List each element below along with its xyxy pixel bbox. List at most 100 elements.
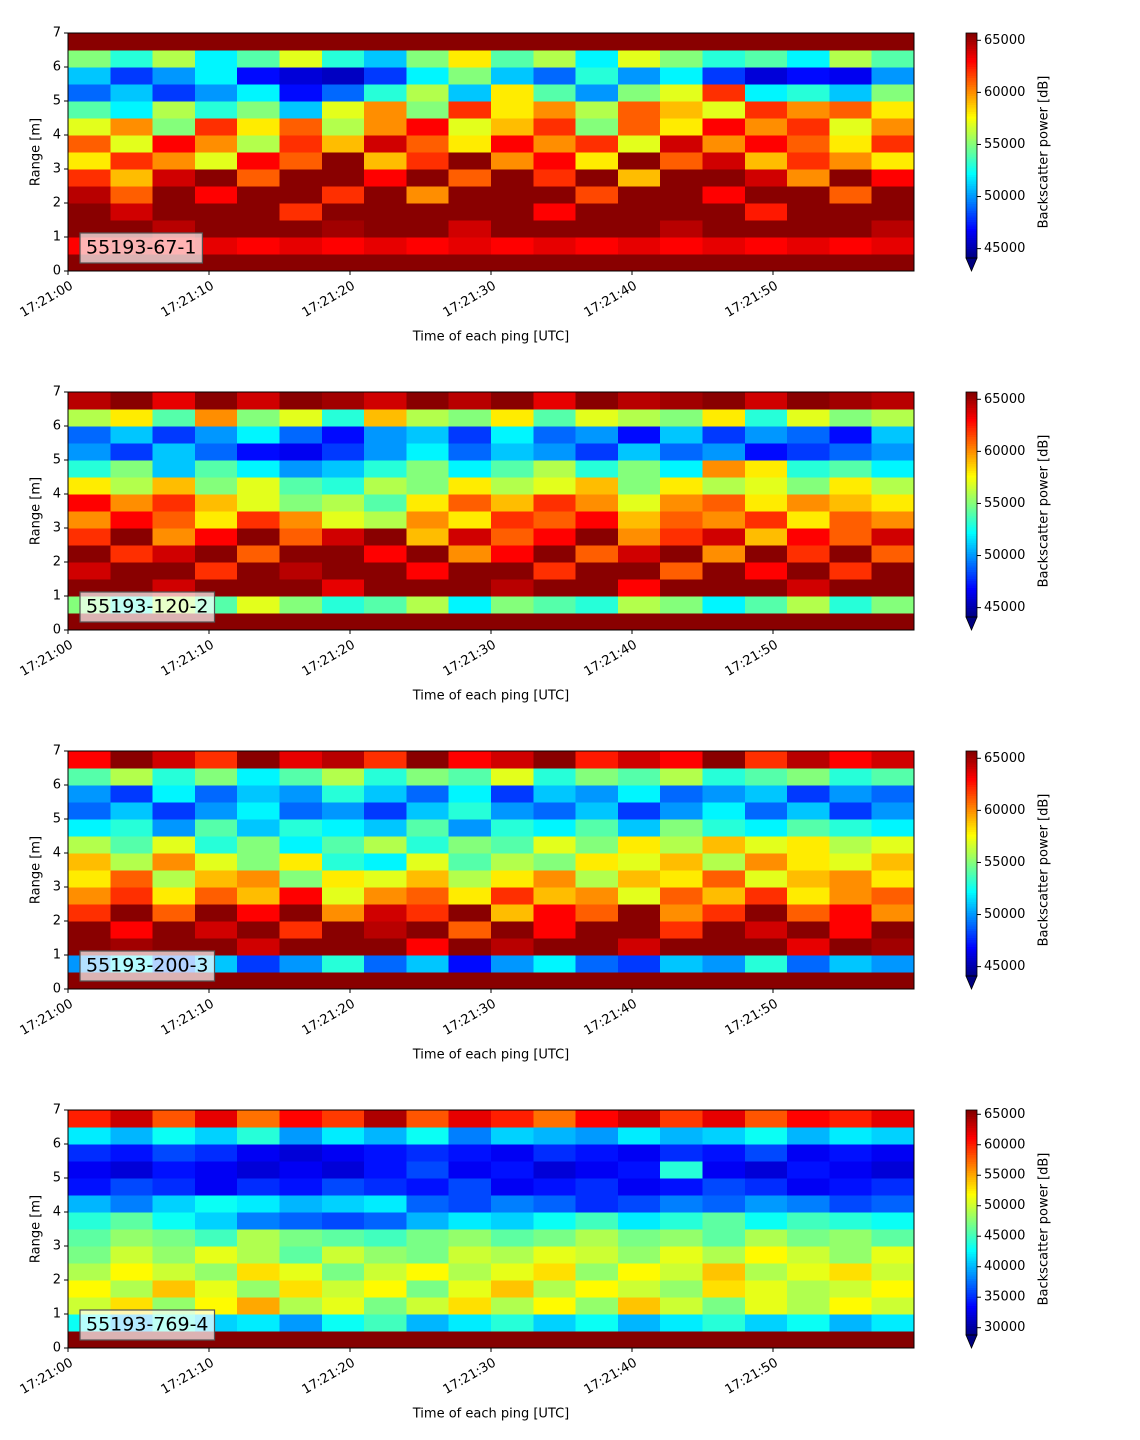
colorbar-step (966, 904, 977, 907)
heatmap-cell (871, 1331, 915, 1349)
heatmap-cell (448, 802, 492, 820)
heatmap-cell (491, 84, 534, 102)
heatmap-cell (829, 494, 873, 512)
heatmap-cell (617, 870, 661, 888)
x-tick-label: 17:21:30 (441, 1356, 499, 1398)
heatmap-cell (406, 426, 450, 444)
heatmap-cell (533, 152, 577, 170)
heatmap-cell (491, 169, 534, 187)
heatmap-cell (660, 443, 703, 461)
heatmap-cell (448, 853, 492, 871)
heatmap-cell (575, 460, 619, 478)
heatmap-cell (871, 955, 915, 973)
x-tick-label: 17:21:20 (300, 638, 358, 680)
y-axis-label: Range [m] (29, 836, 44, 904)
heatmap-cell (194, 186, 238, 204)
heatmap-cell (660, 1161, 703, 1179)
heatmap-cell (364, 494, 407, 512)
heatmap-cell (702, 545, 746, 563)
heatmap-cell (702, 254, 746, 272)
heatmap-cell (617, 1297, 661, 1315)
heatmap-cell (110, 1263, 154, 1281)
annotation: 55193-67-1 (79, 232, 204, 264)
heatmap-cell (660, 152, 703, 170)
heatmap-cell (321, 785, 365, 803)
colorbar-step (966, 152, 977, 155)
heatmap-cell (321, 460, 365, 478)
heatmap-cell (871, 972, 915, 990)
heatmap-cell (660, 169, 703, 187)
y-tick-label: 5 (53, 1171, 61, 1186)
colorbar-step (966, 174, 977, 178)
heatmap-cell (829, 562, 873, 580)
heatmap-cell (575, 853, 619, 871)
heatmap-cell (152, 1246, 196, 1264)
heatmap-cell (787, 443, 830, 461)
heatmap-cell (829, 443, 873, 461)
heatmap-cell (364, 50, 407, 68)
heatmap-cell (871, 203, 915, 221)
heatmap-cell (321, 1229, 365, 1247)
heatmap-cell (829, 819, 873, 837)
colorbar-tick-label: 65000 (984, 751, 1025, 766)
heatmap-cell (871, 1195, 915, 1213)
colorbar-step (966, 33, 977, 36)
heatmap-cell (787, 955, 830, 973)
heatmap-cell (68, 118, 111, 136)
heatmap-cell (194, 426, 238, 444)
heatmap-cell (702, 768, 746, 786)
y-tick-label: 2 (53, 914, 61, 929)
heatmap-cell (364, 938, 407, 956)
heatmap-cell (491, 1178, 534, 1196)
colorbar-step (966, 255, 977, 259)
heatmap-cell (575, 545, 619, 563)
heatmap-cell (702, 528, 746, 546)
heatmap-cell (617, 135, 661, 153)
heatmap-cell (152, 50, 196, 68)
heatmap-cell (787, 1212, 830, 1230)
heatmap-cell (110, 853, 154, 871)
heatmap-cell (660, 101, 703, 119)
colorbar-extension (965, 1334, 978, 1350)
colorbar-tick-label: 60000 (984, 803, 1025, 818)
colorbar-step (966, 917, 977, 921)
heatmap-cell (279, 254, 323, 272)
colorbar-step (966, 224, 977, 227)
heatmap-cell (321, 84, 365, 102)
colorbar-tick-label: 45000 (984, 600, 1025, 615)
colorbar-step (966, 843, 977, 846)
colorbar-step (966, 188, 977, 191)
heatmap-cell (279, 819, 323, 837)
colorbar-step (966, 1170, 977, 1174)
heatmap-cell (702, 579, 746, 597)
heatmap-cell (702, 443, 746, 461)
heatmap-cell (702, 972, 746, 990)
heatmap-cell (871, 819, 915, 837)
heatmap-cell (871, 1110, 915, 1128)
colorbar-step (966, 464, 977, 467)
heatmap-cell (829, 220, 873, 238)
colorbar-step (966, 116, 977, 119)
heatmap-cell (744, 50, 788, 68)
colorbar-step (966, 784, 977, 788)
heatmap-cell (279, 1127, 323, 1145)
colorbar-step (966, 1218, 977, 1221)
colorbar-step (966, 199, 977, 203)
colorbar-step (966, 585, 977, 589)
colorbar-step (966, 910, 977, 914)
heatmap-cell (279, 186, 323, 204)
heatmap-cell (829, 203, 873, 221)
heatmap-cell (321, 67, 365, 85)
colorbar-label: Backscatter power [dB] (1037, 76, 1052, 229)
heatmap-cell (744, 904, 788, 922)
heatmap-cell (702, 409, 746, 427)
heatmap-cell (406, 1297, 450, 1315)
colorbar-step (966, 845, 977, 849)
heatmap-cell (321, 169, 365, 187)
heatmap-cell (702, 1314, 746, 1332)
heatmap-cell (237, 904, 280, 922)
heatmap-cell (152, 1144, 196, 1162)
colorbar-step (966, 147, 977, 151)
heatmap-cell (575, 579, 619, 597)
heatmap-cell (491, 33, 534, 51)
